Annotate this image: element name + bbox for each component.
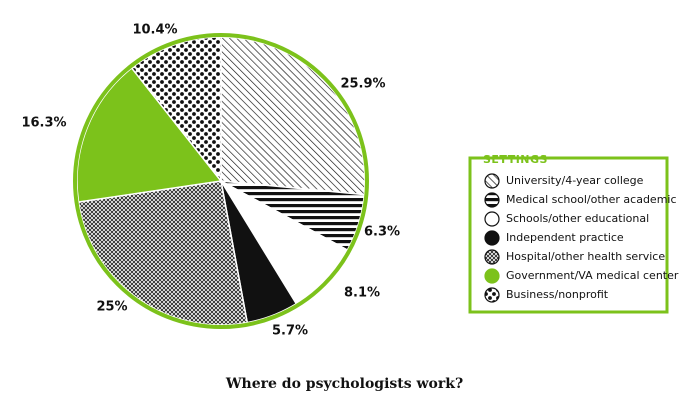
legend-title: SETTINGS bbox=[483, 153, 548, 166]
legend-swatch-3 bbox=[484, 211, 500, 227]
slice-value-label-4: 5.7% bbox=[272, 324, 308, 339]
pie-value-labels: 25.9% 6.3% 8.1% 5.7% 25% 16.3% 10.4% bbox=[21, 23, 400, 339]
pie-slices bbox=[73, 33, 369, 329]
pie-slice-1 bbox=[220, 36, 366, 196]
legend-label-5: Hospital/other health service bbox=[506, 250, 665, 263]
legend-label-3: Schools/other educational bbox=[506, 212, 649, 225]
slice-value-label-5: 25% bbox=[96, 300, 127, 315]
slice-value-label-7: 10.4% bbox=[132, 23, 177, 38]
legend-swatch-4 bbox=[484, 230, 500, 246]
legend-label-2: Medical school/other academic bbox=[506, 193, 677, 206]
legend-label-1: University/4-year college bbox=[506, 174, 644, 187]
legend-swatch-6 bbox=[484, 268, 500, 284]
slice-value-label-2: 6.3% bbox=[364, 225, 400, 240]
legend-swatch-1 bbox=[484, 173, 500, 189]
slice-value-label-6: 16.3% bbox=[21, 116, 66, 131]
pie-outline bbox=[73, 33, 369, 329]
pie-slice-7 bbox=[130, 36, 222, 184]
legend-label-7: Business/nonprofit bbox=[506, 288, 609, 301]
pie-slice-5 bbox=[77, 180, 249, 326]
chart-title: Where do psychologists work? bbox=[225, 376, 464, 392]
pie-slice-6 bbox=[76, 66, 223, 203]
legend-border bbox=[468, 156, 669, 314]
legend-items: University/4-year college Medical school/… bbox=[484, 173, 679, 303]
legend-swatch-5 bbox=[484, 249, 500, 265]
legend-swatch-2 bbox=[484, 192, 500, 208]
legend: SETTINGS University/4-year college Medica… bbox=[468, 153, 679, 314]
legend-swatch-7 bbox=[484, 287, 500, 303]
slice-value-label-1: 25.9% bbox=[340, 77, 385, 92]
slice-value-label-3: 8.1% bbox=[344, 286, 380, 301]
legend-label-4: Independent practice bbox=[506, 231, 624, 244]
legend-label-6: Government/VA medical center bbox=[506, 269, 679, 282]
